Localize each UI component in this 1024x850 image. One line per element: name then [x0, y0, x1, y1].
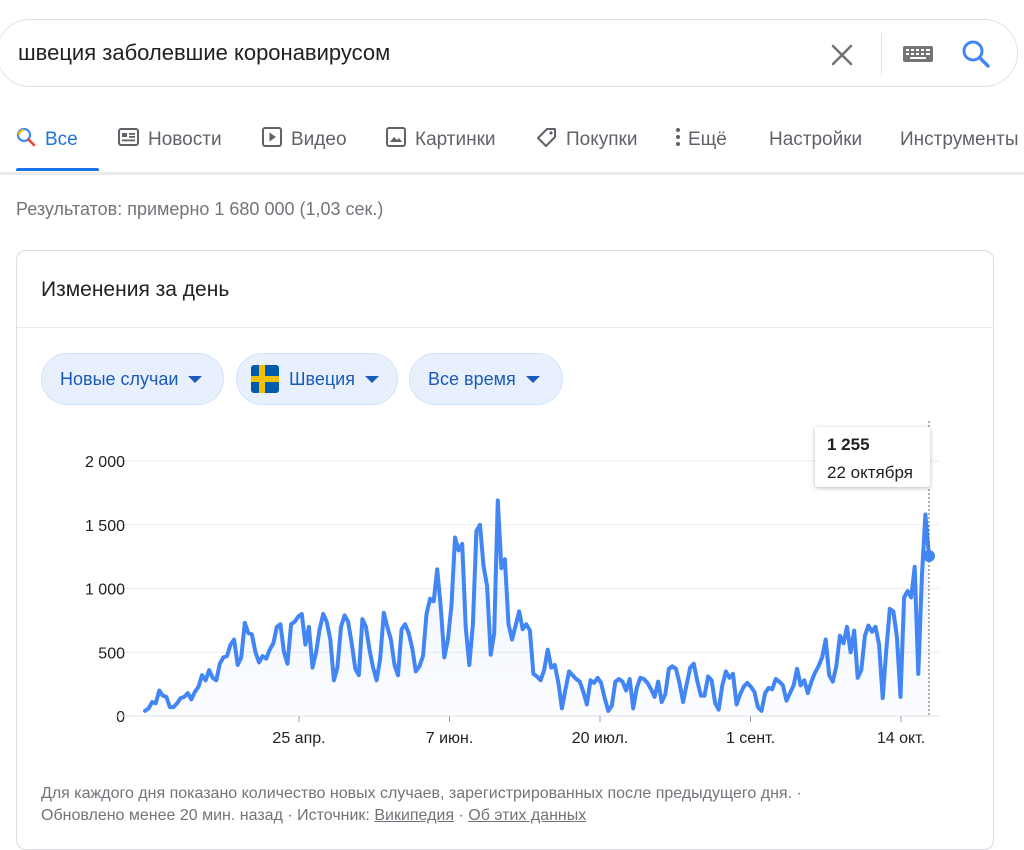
metric-dropdown[interactable]: Новые случаи — [41, 353, 224, 405]
tabs-divider — [0, 172, 1024, 175]
x-tick-label: 14 окт. — [877, 730, 925, 747]
clear-icon[interactable] — [827, 40, 857, 70]
tab-label: Видео — [291, 129, 347, 150]
x-tick-label: 20 июл. — [572, 730, 629, 747]
tab-more[interactable]: Ещё — [674, 128, 727, 152]
y-tick-label: 2 000 — [85, 454, 125, 471]
tab-all[interactable]: Все — [16, 127, 78, 153]
caret-down-icon — [525, 375, 540, 383]
more-vert-icon — [674, 127, 682, 153]
y-tick-label: 1 000 — [85, 582, 125, 599]
news-icon — [118, 128, 139, 152]
y-tick-label: 500 — [98, 645, 125, 662]
tab-shopping[interactable]: Покупки — [536, 127, 638, 154]
separator: · — [282, 807, 298, 824]
tab-label: Все — [45, 129, 78, 150]
search-input[interactable]: швеция заболевшие коронавирусом — [18, 40, 391, 65]
source-label: Источник: — [297, 807, 375, 824]
separator: · — [792, 785, 802, 802]
search-box[interactable]: швеция заболевшие коронавирусом — [0, 19, 1018, 87]
about-data-link[interactable]: Об этих данных — [468, 807, 587, 824]
series-area — [145, 500, 929, 716]
covid-stats-card: Изменения за день Новые случаи Швеция Вс… — [16, 250, 994, 850]
results-stats: Результатов: примерно 1 680 000 (1,03 се… — [16, 199, 384, 219]
search-divider — [881, 33, 882, 75]
time-range-dropdown[interactable]: Все время — [409, 353, 563, 405]
tooltip-value: 1 255 — [827, 435, 870, 454]
tab-label: Инструменты — [900, 129, 1019, 150]
chip-label: Все время — [428, 368, 516, 389]
region-dropdown[interactable]: Швеция — [236, 353, 398, 405]
caret-down-icon — [364, 375, 379, 383]
x-tick-label: 1 сент. — [726, 730, 775, 747]
footnote-text: Для каждого дня показано количество новы… — [41, 785, 793, 802]
y-tick-label: 0 — [116, 709, 125, 726]
chip-label: Швеция — [289, 368, 355, 389]
series-line — [143, 498, 931, 713]
y-tick-label: 1 500 — [85, 518, 125, 535]
caret-down-icon — [188, 375, 203, 383]
tab-label: Покупки — [566, 129, 638, 150]
tooltip-date: 22 октября — [827, 463, 913, 482]
keyboard-icon[interactable] — [902, 42, 934, 66]
tab-news[interactable]: Новости — [118, 128, 222, 152]
updated-text: Обновлено менее 20 мин. назад — [41, 807, 283, 824]
highlight-point — [923, 549, 935, 562]
separator: · — [454, 807, 469, 824]
tag-icon — [536, 127, 557, 154]
sweden-flag-icon — [251, 365, 279, 393]
chart-footnote: Для каждого дня показано количество новы… — [41, 783, 941, 827]
x-tick-label: 25 апр. — [272, 730, 325, 747]
active-tab-indicator — [16, 168, 99, 171]
tab-tools[interactable]: Инструменты — [900, 128, 1018, 152]
play-icon — [262, 127, 282, 153]
search-icon — [16, 127, 36, 153]
chart-tooltip: 1 255 22 октября — [815, 427, 930, 487]
image-icon — [386, 127, 406, 153]
tab-label: Настройки — [769, 129, 863, 150]
tab-images[interactable]: Картинки — [386, 127, 496, 153]
tab-label: Новости — [148, 129, 222, 150]
x-tick-label: 7 июн. — [426, 730, 474, 747]
tab-label: Картинки — [415, 129, 496, 150]
tab-video[interactable]: Видео — [262, 127, 347, 153]
cases-line-chart[interactable]: 0 500 1 000 1 500 2 000 25 апр. 7 июн. 20 июл. 1… — [17, 401, 993, 771]
tab-label: Ещё — [688, 129, 727, 150]
wikipedia-link[interactable]: Википедия — [374, 807, 455, 824]
card-divider — [17, 327, 993, 328]
search-icon[interactable] — [959, 37, 993, 71]
tab-settings[interactable]: Настройки — [769, 128, 862, 152]
card-title: Изменения за день — [41, 278, 230, 301]
search-tabs: Все Новости Видео Картинки Покупки Ещё Н… — [0, 120, 1024, 172]
chip-label: Новые случаи — [60, 368, 179, 389]
